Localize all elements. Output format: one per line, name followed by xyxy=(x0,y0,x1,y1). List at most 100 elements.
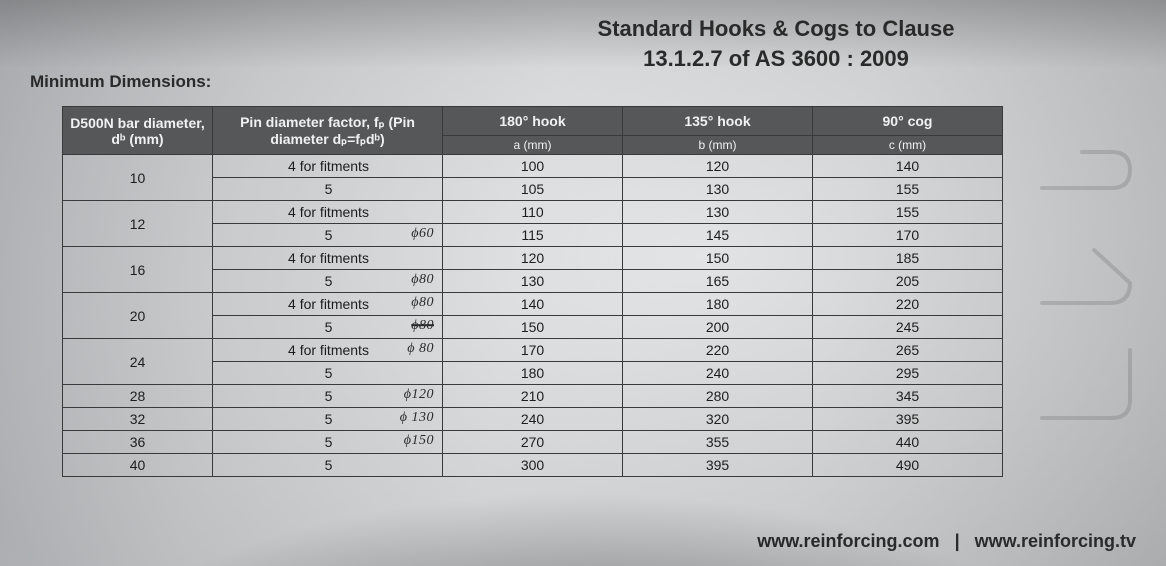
cell-a: 110 xyxy=(443,201,623,224)
table-row: 365ϕ150270355440 xyxy=(63,431,1003,454)
handwritten-annotation: ϕ 130 xyxy=(400,410,434,426)
cell-c: 345 xyxy=(813,385,1003,408)
cell-bar-diameter: 28 xyxy=(63,385,213,408)
footer-separator: | xyxy=(945,531,970,552)
col-subheader-b: b (mm) xyxy=(623,136,813,155)
cell-bar-diameter: 20 xyxy=(63,293,213,339)
dimensions-table: D500N bar diameter, dᵇ (mm) Pin diameter… xyxy=(62,106,1003,477)
cell-c: 490 xyxy=(813,454,1003,477)
cell-c: 395 xyxy=(813,408,1003,431)
pin-factor-value: 5 xyxy=(325,181,333,197)
cell-pin-factor: 4 for fitments ϕ80 xyxy=(213,293,443,316)
cell-c: 265 xyxy=(813,339,1003,362)
pin-factor-value: 5 xyxy=(325,319,333,335)
title-line-1: Standard Hooks & Cogs to Clause xyxy=(598,16,955,41)
handwritten-annotation: ϕ120 xyxy=(404,387,434,403)
cell-b: 240 xyxy=(623,362,813,385)
pin-factor-value: 4 for fitments xyxy=(288,342,369,358)
cell-a: 180 xyxy=(443,362,623,385)
col-header-180-hook: 180° hook xyxy=(443,107,623,136)
col-header-bar-diameter: D500N bar diameter, dᵇ (mm) xyxy=(63,107,213,155)
table-row: 405300395490 xyxy=(63,454,1003,477)
pin-factor-value: 5 xyxy=(325,434,333,450)
cell-a: 240 xyxy=(443,408,623,431)
cell-pin-factor: 4 for fitments ϕ 80 xyxy=(213,339,443,362)
pin-factor-value: 5 xyxy=(325,365,333,381)
cell-b: 130 xyxy=(623,201,813,224)
cell-pin-factor: 4 for fitments xyxy=(213,155,443,178)
cell-c: 440 xyxy=(813,431,1003,454)
section-heading: Minimum Dimensions: xyxy=(30,72,211,92)
cell-pin-factor: 5 xyxy=(213,454,443,477)
col-subheader-a: a (mm) xyxy=(443,136,623,155)
cell-pin-factor: 4 for fitments xyxy=(213,247,443,270)
cell-pin-factor: 5 xyxy=(213,362,443,385)
page-title: Standard Hooks & Cogs to Clause 13.1.2.7… xyxy=(516,14,1036,73)
cell-b: 355 xyxy=(623,431,813,454)
table-row: 28 5 ϕ120 210280345 xyxy=(63,385,1003,408)
cell-b: 120 xyxy=(623,155,813,178)
cell-pin-factor: 5 ϕ 130 xyxy=(213,408,443,431)
cell-b: 145 xyxy=(623,224,813,247)
footer-url-2: www.reinforcing.tv xyxy=(975,531,1136,551)
handwritten-annotation: ϕ80 xyxy=(411,295,434,311)
cell-bar-diameter: 10 xyxy=(63,155,213,201)
cell-c: 185 xyxy=(813,247,1003,270)
cell-pin-factor: 5 ϕ60 xyxy=(213,224,443,247)
footer-url-1: www.reinforcing.com xyxy=(757,531,939,551)
col-header-90-cog: 90° cog xyxy=(813,107,1003,136)
title-line-2: 13.1.2.7 of AS 3600 : 2009 xyxy=(643,46,909,71)
cell-b: 130 xyxy=(623,178,813,201)
cell-b: 395 xyxy=(623,454,813,477)
footer-urls: www.reinforcing.com | www.reinforcing.tv xyxy=(757,531,1136,552)
table-row: 244 for fitmentsϕ 80170220265 xyxy=(63,339,1003,362)
table-row: 204 for fitmentsϕ80140180220 xyxy=(63,293,1003,316)
cell-bar-diameter: 24 xyxy=(63,339,213,385)
table-row: 164 for fitments120150185 xyxy=(63,247,1003,270)
col-header-135-hook: 135° hook xyxy=(623,107,813,136)
handwritten-annotation: ϕ60 xyxy=(411,226,434,242)
handwritten-annotation: ϕ150 xyxy=(404,433,434,449)
pin-factor-value: 5 xyxy=(325,457,333,473)
cell-b: 200 xyxy=(623,316,813,339)
cell-c: 245 xyxy=(813,316,1003,339)
pin-factor-value: 5 xyxy=(325,227,333,243)
cell-a: 130 xyxy=(443,270,623,293)
cell-pin-factor: 5 xyxy=(213,178,443,201)
table-row: 104 for fitments100120140 xyxy=(63,155,1003,178)
cell-pin-factor: 4 for fitments xyxy=(213,201,443,224)
cell-a: 105 xyxy=(443,178,623,201)
cell-a: 300 xyxy=(443,454,623,477)
scanned-page: { "title_line1": "Standard Hooks & Cogs … xyxy=(0,0,1166,566)
col-header-pin-factor: Pin diameter factor, fₚ (Pin diameter dₚ… xyxy=(213,107,443,155)
cell-c: 220 xyxy=(813,293,1003,316)
table-row: 325ϕ 130240320395 xyxy=(63,408,1003,431)
dimensions-table-wrap: D500N bar diameter, dᵇ (mm) Pin diameter… xyxy=(62,106,1002,477)
cell-bar-diameter: 12 xyxy=(63,201,213,247)
cell-a: 170 xyxy=(443,339,623,362)
table-row: 124 for fitments110130155 xyxy=(63,201,1003,224)
pin-factor-value: 5 xyxy=(325,411,333,427)
pin-factor-value: 4 for fitments xyxy=(288,250,369,266)
cell-pin-factor: 5 ϕ80 xyxy=(213,316,443,339)
handwritten-annotation: ϕ 80 xyxy=(407,341,434,357)
hook-pictograms-icon xyxy=(1022,118,1140,464)
handwritten-annotation: ϕ80 xyxy=(411,318,434,334)
handwritten-annotation: ϕ80 xyxy=(411,272,434,288)
col-subheader-c: c (mm) xyxy=(813,136,1003,155)
cell-b: 320 xyxy=(623,408,813,431)
cell-b: 180 xyxy=(623,293,813,316)
cell-a: 140 xyxy=(443,293,623,316)
cell-b: 165 xyxy=(623,270,813,293)
pin-factor-value: 4 for fitments xyxy=(288,296,369,312)
pin-factor-value: 5 xyxy=(325,388,333,404)
pin-factor-value: 4 for fitments xyxy=(288,158,369,174)
cell-pin-factor: 5 ϕ120 xyxy=(213,385,443,408)
cell-c: 170 xyxy=(813,224,1003,247)
cell-bar-diameter: 16 xyxy=(63,247,213,293)
cell-a: 210 xyxy=(443,385,623,408)
cell-b: 280 xyxy=(623,385,813,408)
cell-a: 120 xyxy=(443,247,623,270)
pin-factor-value: 4 for fitments xyxy=(288,204,369,220)
cell-a: 270 xyxy=(443,431,623,454)
